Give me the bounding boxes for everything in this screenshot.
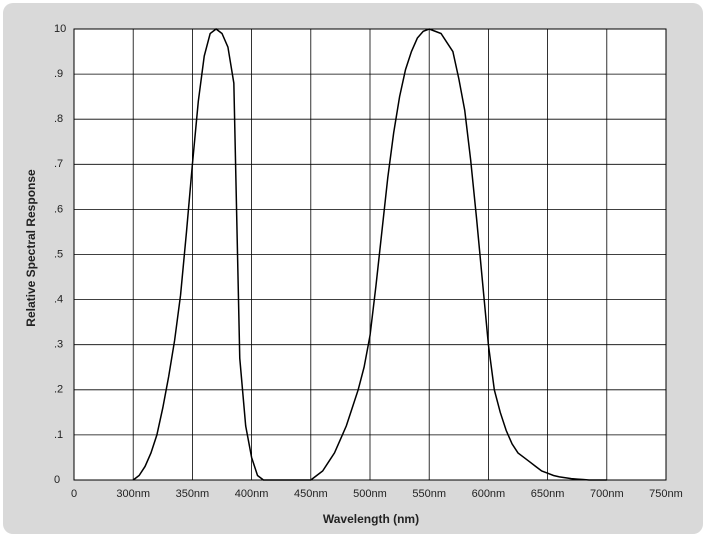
x-tick-label: 700nm	[590, 488, 624, 500]
x-tick-label: 300nm	[116, 488, 150, 500]
x-tick-label: 600nm	[472, 488, 506, 500]
x-tick-label: 650nm	[531, 488, 565, 500]
x-tick-label: 750nm	[649, 488, 683, 500]
x-tick-label: 400nm	[235, 488, 269, 500]
y-tick-label: .2	[54, 384, 63, 396]
y-tick-label: 10	[54, 23, 66, 35]
y-tick-label: 0	[54, 474, 60, 486]
y-tick-label: .7	[54, 158, 63, 170]
y-tick-label: .1	[54, 429, 63, 441]
x-axis-title: Wavelength (nm)	[323, 512, 419, 526]
y-tick-label: .5	[54, 248, 63, 260]
x-tick-label: 550nm	[412, 488, 446, 500]
y-tick-label: .3	[54, 339, 63, 351]
line	[132, 28, 607, 481]
x-tick-label: 350nm	[176, 488, 210, 500]
y-tick-label: .9	[54, 68, 63, 80]
y-tick-label: .4	[54, 294, 63, 306]
y-axis-title: Relative Spectral Response	[24, 169, 38, 327]
x-tick-label: 450nm	[294, 488, 328, 500]
y-tick-label: .6	[54, 203, 63, 215]
x-tick-label: 500nm	[353, 488, 387, 500]
x-origin-label: 0	[71, 488, 77, 500]
y-tick-label: .8	[54, 113, 63, 125]
